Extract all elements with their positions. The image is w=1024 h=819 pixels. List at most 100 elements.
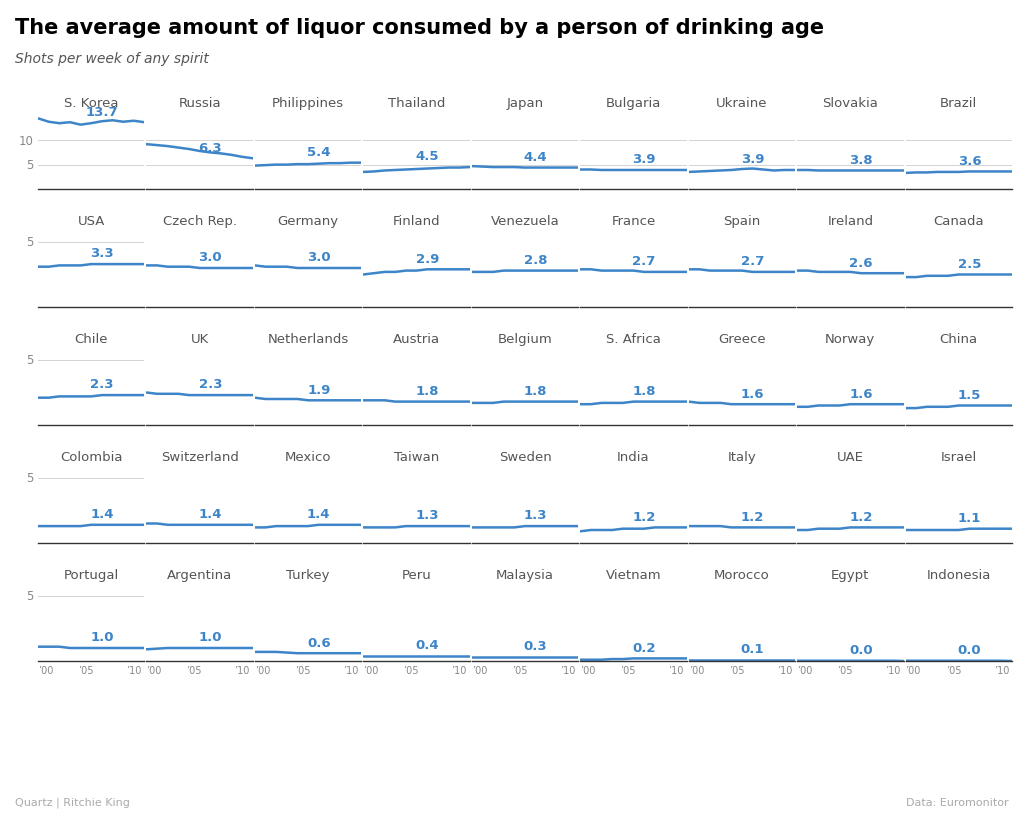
- Text: 1.5: 1.5: [957, 388, 981, 401]
- Text: Colombia: Colombia: [60, 450, 123, 464]
- Text: Portugal: Portugal: [63, 568, 119, 581]
- Text: ’10: ’10: [669, 665, 684, 675]
- Text: 0.1: 0.1: [740, 642, 764, 655]
- Text: 3.8: 3.8: [849, 154, 872, 166]
- Text: Thailand: Thailand: [388, 97, 445, 110]
- Text: ’05: ’05: [621, 665, 636, 675]
- Text: Italy: Italy: [727, 450, 757, 464]
- Text: 1.9: 1.9: [307, 383, 331, 396]
- Text: 0.3: 0.3: [524, 640, 548, 653]
- Text: Japan: Japan: [507, 97, 544, 110]
- Text: 0.2: 0.2: [633, 641, 655, 654]
- Text: Philippines: Philippines: [272, 97, 344, 110]
- Text: ’05: ’05: [78, 665, 93, 675]
- Text: Slovakia: Slovakia: [822, 97, 879, 110]
- Text: 1.0: 1.0: [90, 631, 114, 644]
- Text: Data: Euromonitor: Data: Euromonitor: [906, 797, 1009, 807]
- Text: Switzerland: Switzerland: [161, 450, 239, 464]
- Text: 5: 5: [27, 236, 34, 249]
- Text: ’00: ’00: [472, 665, 487, 675]
- Text: ’10: ’10: [343, 665, 358, 675]
- Text: ’10: ’10: [885, 665, 900, 675]
- Text: 1.8: 1.8: [524, 384, 548, 397]
- Text: 2.5: 2.5: [957, 257, 981, 270]
- Text: ’10: ’10: [452, 665, 467, 675]
- Text: Netherlands: Netherlands: [267, 333, 349, 346]
- Text: ’00: ’00: [364, 665, 379, 675]
- Text: 2.7: 2.7: [633, 255, 655, 268]
- Text: ’05: ’05: [512, 665, 527, 675]
- Text: 5.4: 5.4: [307, 146, 331, 159]
- Text: ’00: ’00: [905, 665, 921, 675]
- Text: 10: 10: [18, 134, 34, 147]
- Text: Argentina: Argentina: [167, 568, 232, 581]
- Text: Venezuela: Venezuela: [490, 215, 559, 228]
- Text: Germany: Germany: [278, 215, 339, 228]
- Text: 1.2: 1.2: [849, 510, 872, 523]
- Text: ’00: ’00: [689, 665, 705, 675]
- Text: 2.6: 2.6: [849, 256, 872, 269]
- Text: Morocco: Morocco: [714, 568, 770, 581]
- Text: ’00: ’00: [797, 665, 812, 675]
- Text: 3.3: 3.3: [90, 247, 114, 260]
- Text: France: France: [611, 215, 655, 228]
- Text: Vietnam: Vietnam: [605, 568, 662, 581]
- Text: Spain: Spain: [723, 215, 761, 228]
- Text: USA: USA: [78, 215, 104, 228]
- Text: S. Korea: S. Korea: [63, 97, 119, 110]
- Text: Czech Rep.: Czech Rep.: [163, 215, 237, 228]
- Text: Austria: Austria: [393, 333, 440, 346]
- Text: ’05: ’05: [295, 665, 310, 675]
- Text: 1.3: 1.3: [524, 509, 548, 522]
- Text: Indonesia: Indonesia: [927, 568, 991, 581]
- Text: 2.8: 2.8: [524, 254, 548, 267]
- Text: Egypt: Egypt: [831, 568, 869, 581]
- Text: 0.4: 0.4: [416, 638, 439, 651]
- Text: ’00: ’00: [146, 665, 162, 675]
- Text: Brazil: Brazil: [940, 97, 977, 110]
- Text: ’05: ’05: [186, 665, 202, 675]
- Text: ’10: ’10: [560, 665, 575, 675]
- Text: 3.0: 3.0: [199, 251, 222, 264]
- Text: 1.0: 1.0: [199, 631, 222, 644]
- Text: Taiwan: Taiwan: [394, 450, 439, 464]
- Text: ’10: ’10: [993, 665, 1009, 675]
- Text: ’10: ’10: [777, 665, 793, 675]
- Text: 0.6: 0.6: [307, 636, 331, 649]
- Text: 1.8: 1.8: [416, 384, 439, 397]
- Text: 2.9: 2.9: [416, 252, 439, 265]
- Text: Greece: Greece: [718, 333, 766, 346]
- Text: 1.8: 1.8: [633, 384, 655, 397]
- Text: Sweden: Sweden: [499, 450, 551, 464]
- Text: ’05: ’05: [403, 665, 419, 675]
- Text: 3.0: 3.0: [307, 251, 331, 264]
- Text: Quartz | Ritchie King: Quartz | Ritchie King: [15, 797, 130, 807]
- Text: ’10: ’10: [126, 665, 141, 675]
- Text: Israel: Israel: [941, 450, 977, 464]
- Text: Bulgaria: Bulgaria: [606, 97, 662, 110]
- Text: ’05: ’05: [838, 665, 853, 675]
- Text: 4.4: 4.4: [524, 151, 548, 164]
- Text: 5: 5: [27, 472, 34, 485]
- Text: UK: UK: [190, 333, 209, 346]
- Text: 4.5: 4.5: [416, 150, 439, 163]
- Text: ’00: ’00: [38, 665, 53, 675]
- Text: ’10: ’10: [234, 665, 250, 675]
- Text: 3.6: 3.6: [957, 155, 981, 168]
- Text: Malaysia: Malaysia: [496, 568, 554, 581]
- Text: India: India: [617, 450, 650, 464]
- Text: UAE: UAE: [837, 450, 864, 464]
- Text: Peru: Peru: [401, 568, 431, 581]
- Text: Finland: Finland: [393, 215, 440, 228]
- Text: 13.7: 13.7: [86, 106, 118, 119]
- Text: Chile: Chile: [75, 333, 108, 346]
- Text: 3.9: 3.9: [633, 153, 655, 166]
- Text: Belgium: Belgium: [498, 333, 552, 346]
- Text: ’05: ’05: [729, 665, 744, 675]
- Text: 1.2: 1.2: [740, 510, 764, 523]
- Text: 1.3: 1.3: [416, 509, 439, 522]
- Text: Turkey: Turkey: [287, 568, 330, 581]
- Text: 1.4: 1.4: [307, 508, 331, 521]
- Text: Norway: Norway: [825, 333, 876, 346]
- Text: 0.0: 0.0: [849, 644, 872, 657]
